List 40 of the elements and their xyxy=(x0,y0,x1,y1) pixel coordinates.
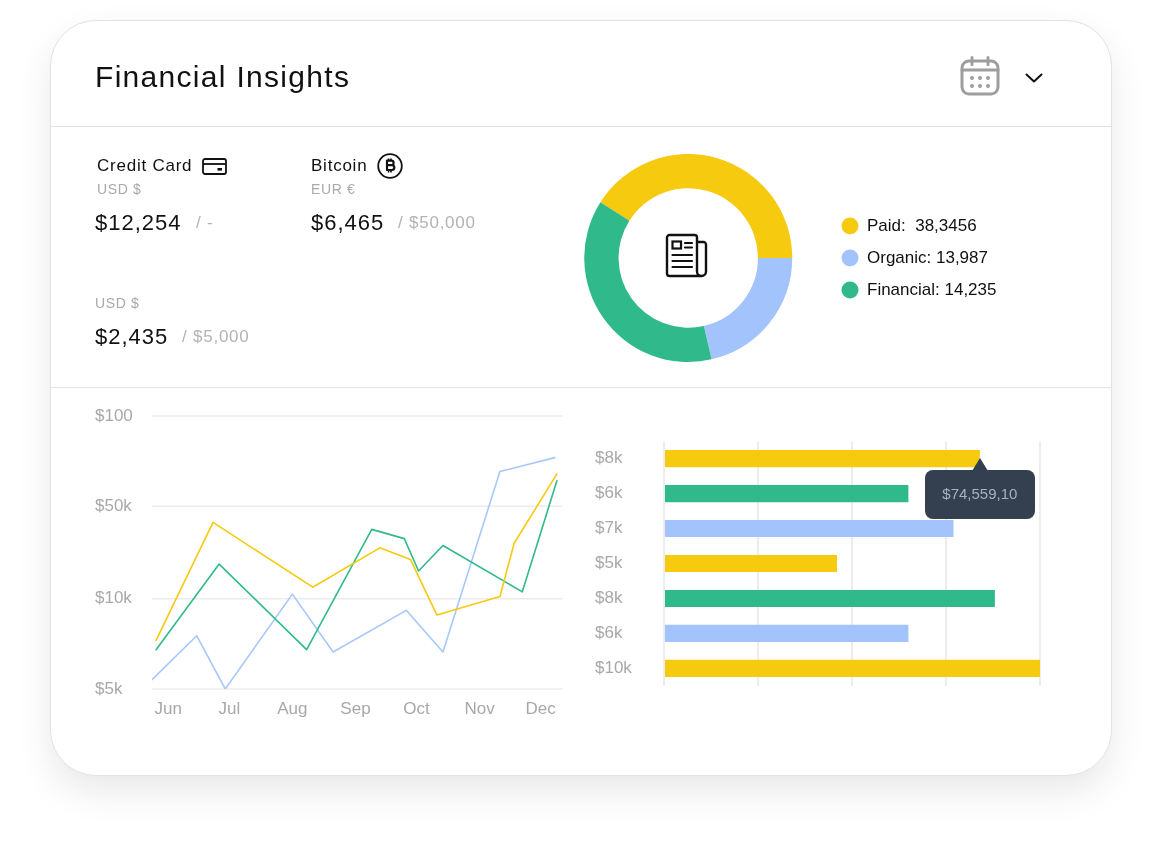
y-tick-label: $8k xyxy=(595,448,623,468)
bar xyxy=(665,485,909,503)
x-tick-label: Nov xyxy=(464,698,496,718)
bar xyxy=(665,659,1040,677)
x-tick-label: Oct xyxy=(403,698,430,718)
text: $10k xyxy=(95,588,133,608)
legend-label: Organic: 13,987 xyxy=(867,247,988,267)
text: $50k xyxy=(95,495,133,515)
bar xyxy=(665,554,837,573)
y-tick-label: $8k xyxy=(595,588,623,608)
text: USD $ xyxy=(95,294,140,312)
legend-label: Financial: 14,235 xyxy=(867,279,997,299)
text: $2,435 xyxy=(95,324,169,350)
y-tick-label: $7k xyxy=(595,518,623,538)
text: / $50,000 xyxy=(398,213,476,233)
text: / - xyxy=(196,213,214,233)
bar xyxy=(665,589,995,607)
x-tick-label: Dec xyxy=(525,698,557,718)
x-tick-label: Jul xyxy=(218,698,241,718)
x-tick-label: Sep xyxy=(340,698,371,718)
text: / $5,000 xyxy=(182,327,250,347)
y-tick-label: $5k xyxy=(595,553,623,573)
bar xyxy=(665,520,954,538)
y-tick-label: $10k xyxy=(595,658,633,678)
y-tick-label: $6k xyxy=(595,483,623,503)
x-tick-label: Aug xyxy=(277,698,308,718)
text: $5k xyxy=(95,678,123,698)
annotation: $74,559,10 xyxy=(942,485,1018,504)
text: $6,465 xyxy=(311,210,385,236)
text: $100 xyxy=(95,405,133,425)
x-tick-label: Jun xyxy=(154,698,182,718)
legend-label: Paid: 38,3456 xyxy=(867,215,977,235)
y-tick-label: $6k xyxy=(595,623,623,643)
text: Credit Card xyxy=(97,156,193,176)
text: EUR € xyxy=(311,180,356,198)
text: $12,254 xyxy=(95,210,182,236)
text: Bitcoin xyxy=(311,156,368,176)
text: Financial Insights xyxy=(95,59,351,95)
bar xyxy=(665,624,909,642)
text: USD $ xyxy=(97,180,142,198)
